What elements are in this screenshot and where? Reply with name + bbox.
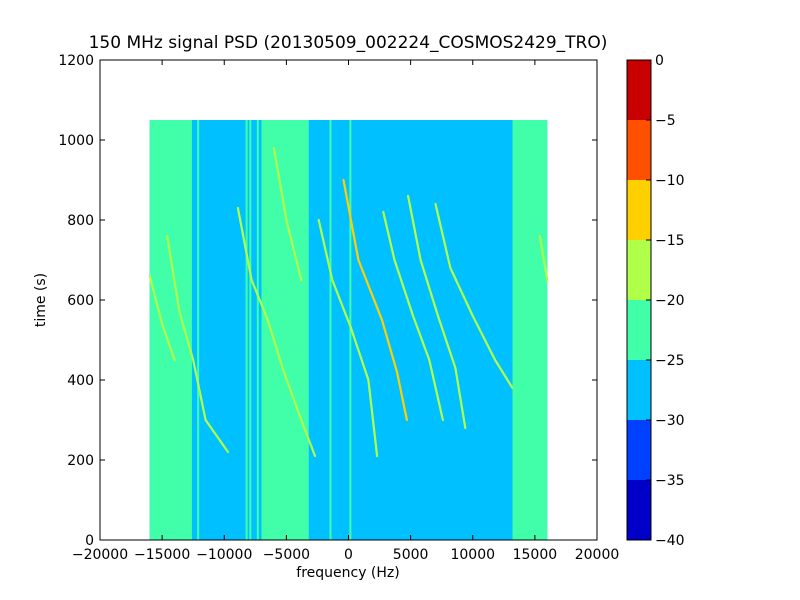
- colorbar-tick-label: −40: [655, 533, 685, 549]
- x-tick-label: 10000: [450, 547, 495, 563]
- colorbar-swatch: [627, 120, 651, 180]
- colorbar-tick-label: −35: [655, 473, 685, 489]
- colorbar-tick-label: −20: [655, 293, 685, 309]
- colorbar-swatch: [627, 240, 651, 300]
- heatmap-band: [512, 120, 548, 540]
- colorbar-tick-label: 0: [655, 53, 664, 69]
- y-tick-label: 400: [67, 373, 94, 389]
- y-tick-label: 1000: [58, 133, 94, 149]
- colorbar-swatch: [627, 420, 651, 480]
- colorbar-tick-label: −30: [655, 413, 685, 429]
- heatmap-band: [261, 120, 309, 540]
- y-tick-label: 1200: [58, 53, 94, 69]
- heatmap-track: [272, 146, 303, 282]
- x-axis-label: frequency (Hz): [296, 565, 399, 581]
- heatmap-track: [382, 210, 444, 422]
- colorbar-tick-label: −10: [655, 173, 685, 189]
- colorbar-swatch: [627, 360, 651, 420]
- x-tick-label: −5000: [263, 547, 310, 563]
- heatmap-track: [236, 206, 317, 458]
- x-tick-label: 15000: [513, 547, 558, 563]
- x-tick-label: 0: [344, 547, 353, 563]
- heatmap-track: [342, 178, 408, 422]
- heatmap-layer: [148, 120, 549, 540]
- colorbar-swatch: [627, 180, 651, 240]
- x-axis: −20000 −15000 −10000 −5000 0 5000 10000 15000 20…: [72, 60, 619, 563]
- plot-area: [99, 59, 598, 541]
- y-tick-label: 0: [85, 533, 94, 549]
- colorbar-tick-label: −25: [655, 353, 685, 369]
- colorbar-swatch: [627, 60, 651, 120]
- x-tick-label: 20000: [575, 547, 620, 563]
- colorbar-swatch: [627, 480, 651, 540]
- colorbar-tick-label: −15: [655, 233, 685, 249]
- heatmap-track: [538, 234, 549, 282]
- x-tick-label: 5000: [393, 547, 429, 563]
- heatmap-track: [166, 234, 230, 454]
- y-tick-label: 600: [67, 293, 94, 309]
- colorbar: −40 −35 −30 −25 −20 −15 −10 −5 0: [626, 53, 685, 549]
- y-axis-label: time (s): [33, 273, 49, 327]
- heatmap-track: [317, 218, 379, 458]
- y-axis: 0 200 400 600 800 1000 1200: [58, 53, 597, 549]
- chart-title: 150 MHz signal PSD (20130509_002224_COSM…: [89, 33, 608, 53]
- colorbar-ticks: −40 −35 −30 −25 −20 −15 −10 −5 0: [646, 53, 685, 549]
- heatmap-track: [434, 202, 514, 390]
- heatmap-background: [149, 120, 548, 540]
- x-tick-label: −15000: [134, 547, 190, 563]
- colorbar-swatches: [627, 60, 651, 540]
- y-tick-label: 800: [67, 213, 94, 229]
- heatmap-track: [407, 194, 467, 430]
- x-tick-label: −20000: [72, 547, 128, 563]
- colorbar-swatch: [627, 300, 651, 360]
- y-tick-label: 200: [67, 453, 94, 469]
- x-tick-label: −10000: [196, 547, 252, 563]
- colorbar-tick-label: −5: [655, 113, 676, 129]
- heatmap-track: [148, 274, 176, 362]
